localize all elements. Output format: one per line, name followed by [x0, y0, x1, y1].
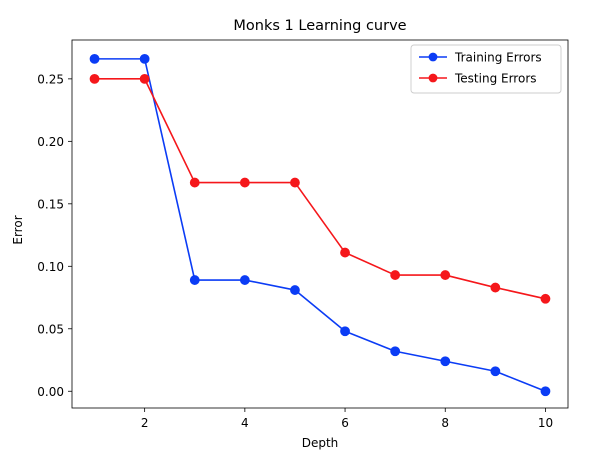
- x-tick-label: 10: [538, 416, 553, 430]
- y-tick-label: 0.00: [37, 385, 64, 399]
- legend: Training Errors Testing Errors: [410, 44, 562, 94]
- training-errors-point: [440, 356, 451, 367]
- testing-errors-point: [540, 293, 551, 304]
- training-errors-point: [340, 326, 350, 337]
- testing-errors-point: [340, 247, 350, 258]
- x-axis-label: Depth: [302, 436, 339, 450]
- training-errors-point: [89, 53, 100, 64]
- y-tick-label: 0.15: [37, 197, 64, 211]
- chart-title: Monks 1 Learning curve: [233, 18, 406, 34]
- y-tick-label: 0.20: [37, 135, 64, 149]
- legend-testing-errors-label: Testing Errors: [454, 72, 537, 86]
- testing-errors-point: [239, 177, 250, 188]
- testing-errors-point: [490, 282, 501, 293]
- testing-errors-point: [89, 73, 100, 84]
- testing-errors-line: [94, 78, 546, 300]
- testing-errors-point: [390, 270, 401, 280]
- y-axis-label: Error: [11, 215, 25, 244]
- training-errors-point: [189, 275, 200, 285]
- x-tick-label: 8: [441, 416, 449, 430]
- y-tick-label: 0.25: [37, 72, 64, 86]
- legend-training-errors-marker: [428, 52, 438, 62]
- testing-errors-point: [189, 177, 200, 188]
- training-errors-point: [139, 53, 150, 64]
- training-errors-line: [94, 58, 546, 393]
- legend-training-errors-label: Training Errors: [454, 51, 542, 65]
- training-errors-point: [390, 346, 401, 357]
- y-tick-label: 0.05: [37, 322, 64, 336]
- training-errors-point: [540, 386, 551, 397]
- axes: 2 4 6 8 10 0.00 0.05 0.10 0.15 0.20 0.25: [37, 39, 569, 430]
- testing-errors-point: [290, 177, 300, 188]
- legend-box: [410, 44, 562, 94]
- x-tick-label: 2: [141, 416, 149, 430]
- training-errors-point: [290, 285, 300, 295]
- training-errors-point: [239, 275, 250, 285]
- legend-testing-errors-marker: [428, 73, 438, 83]
- training-errors-point: [490, 366, 501, 377]
- testing-errors-point: [139, 73, 150, 84]
- x-tick-label: 6: [341, 416, 349, 430]
- testing-errors-point: [440, 270, 451, 280]
- y-tick-label: 0.10: [37, 260, 64, 274]
- axes-frame: [71, 39, 569, 409]
- plot-area: [89, 53, 551, 397]
- x-tick-label: 4: [241, 416, 249, 430]
